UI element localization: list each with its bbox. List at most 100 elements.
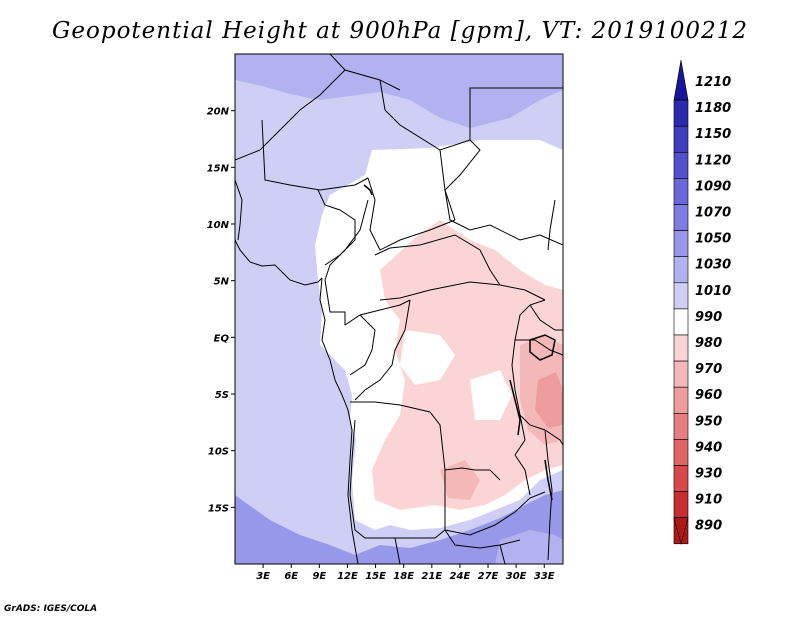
border-line-16 [354, 299, 411, 401]
border-line-22 [514, 454, 531, 496]
lat-tick-label: 20N [207, 107, 230, 118]
colorbar-segment [673, 230, 689, 258]
colorbar-bottom-arrow [673, 517, 689, 545]
field-south-high-core [495, 530, 563, 564]
field-low-deep [535, 372, 563, 428]
colorbar-label: 890 [695, 519, 722, 534]
map-frame [234, 53, 564, 565]
lat-tick-label: 10S [208, 447, 229, 458]
lake-malawi [544, 459, 553, 501]
field-land-patch-1 [400, 330, 455, 385]
border-line-24 [394, 537, 401, 564]
colorbar-segment [673, 99, 689, 127]
colorbar-segment [673, 308, 689, 336]
lake-tanganyika [509, 379, 521, 436]
border-line-12 [547, 199, 556, 251]
border-line-25 [444, 529, 521, 549]
lon-tick-label: 6E [284, 571, 298, 582]
lat-tick-label: 15S [208, 503, 229, 514]
colorbar-label: 1050 [695, 232, 731, 247]
field-south-high [235, 490, 563, 564]
border-line-6 [367, 177, 456, 251]
colorbar-segment [673, 412, 689, 440]
colorbar-label: 980 [695, 336, 722, 351]
colorbar-label: 990 [695, 310, 722, 325]
border-line-9 [374, 234, 501, 286]
border-line-23 [544, 429, 553, 561]
lat-tick-label: 10N [207, 220, 230, 231]
colorbar-segment [673, 491, 689, 519]
border-line-10 [379, 281, 546, 301]
lon-tick-label: 27E [478, 571, 499, 582]
lakes [363, 184, 556, 501]
height-field [235, 54, 563, 564]
colorbar-top-arrow [673, 59, 689, 101]
colorbar-label: 1180 [695, 101, 731, 116]
border-line-26 [499, 544, 506, 564]
colorbar-label: 1150 [695, 127, 731, 142]
colorbar-label: 1010 [695, 284, 731, 299]
colorbar-segment [673, 386, 689, 414]
borders [235, 54, 563, 564]
colorbar-label: 960 [695, 388, 722, 403]
field-land-patch-2 [470, 370, 512, 420]
colorbar-label: 950 [695, 414, 722, 429]
lon-tick-label: 15E [365, 571, 386, 582]
grads-credit: GrADS: IGES/COLA [4, 604, 98, 614]
lon-tick-label: 24E [450, 571, 471, 582]
colorbar-segment [673, 360, 689, 388]
colorbar-label: 970 [695, 362, 722, 377]
lat-tick-label: 5N [214, 277, 230, 288]
border-line-3 [444, 139, 481, 221]
colorbar-segment [673, 465, 689, 492]
colorbar-segment [673, 256, 689, 284]
lake-victoria [529, 334, 556, 361]
colorbar-segment [673, 282, 689, 310]
chart-title: Geopotential Height at 900hPa [gpm], VT:… [52, 18, 748, 44]
border-line-18 [350, 401, 501, 481]
field-north-high [235, 54, 563, 128]
latitude-axis: 20N 15N 10N 5N EQ 5S 10S 15S [207, 107, 235, 514]
colorbar-segment [673, 334, 689, 362]
colorbar-label: 930 [695, 467, 722, 482]
colorbar-label: 1090 [695, 179, 731, 194]
coast-northwest [235, 179, 243, 241]
lon-tick-label: 9E [312, 571, 326, 582]
lon-tick-label: 33E [534, 571, 555, 582]
colorbar-label: 1210 [695, 75, 731, 90]
colorbar-label: 910 [695, 493, 722, 508]
colorbar-label: 1070 [695, 206, 731, 221]
lon-tick-label: 21E [421, 571, 442, 582]
colorbar-segment [673, 125, 689, 153]
border-line-14 [344, 299, 411, 326]
border-line-8 [324, 199, 369, 281]
lat-tick-label: 5S [215, 390, 229, 401]
border-line-19 [349, 419, 446, 539]
colorbar-segment [673, 152, 689, 179]
lon-tick-label: 18E [393, 571, 414, 582]
border-line-27 [529, 304, 563, 331]
border-line-13 [324, 279, 346, 325]
border-line-15 [349, 314, 376, 376]
border-line-1 [329, 54, 401, 91]
lake-chad [363, 184, 373, 196]
colorbar: 1210 1180 1150 1120 1090 1070 1050 1030 1010 990 9… [673, 59, 731, 545]
lon-tick-label: 12E [337, 571, 358, 582]
coast-west-africa [235, 239, 323, 286]
border-line-28 [515, 339, 563, 356]
colorbar-segment [673, 439, 689, 466]
border-line-11 [439, 149, 563, 246]
lon-tick-label: 30E [506, 571, 527, 582]
colorbar-segment [673, 204, 689, 231]
border-line-5 [261, 119, 369, 191]
lat-tick-label: 15N [207, 163, 230, 174]
lat-tick-label: EQ [214, 333, 230, 344]
colorbar-label: 1120 [695, 153, 731, 168]
colorbar-segment [673, 178, 689, 205]
field-low-mid-2 [440, 460, 480, 500]
longitude-axis: 3E 6E 9E 12E 15E 18E 21E 24E 27E 30E 33E [256, 564, 555, 582]
border-line-4 [235, 69, 346, 161]
coast-gulf-guinea [319, 277, 359, 564]
border-line-17 [511, 299, 546, 456]
